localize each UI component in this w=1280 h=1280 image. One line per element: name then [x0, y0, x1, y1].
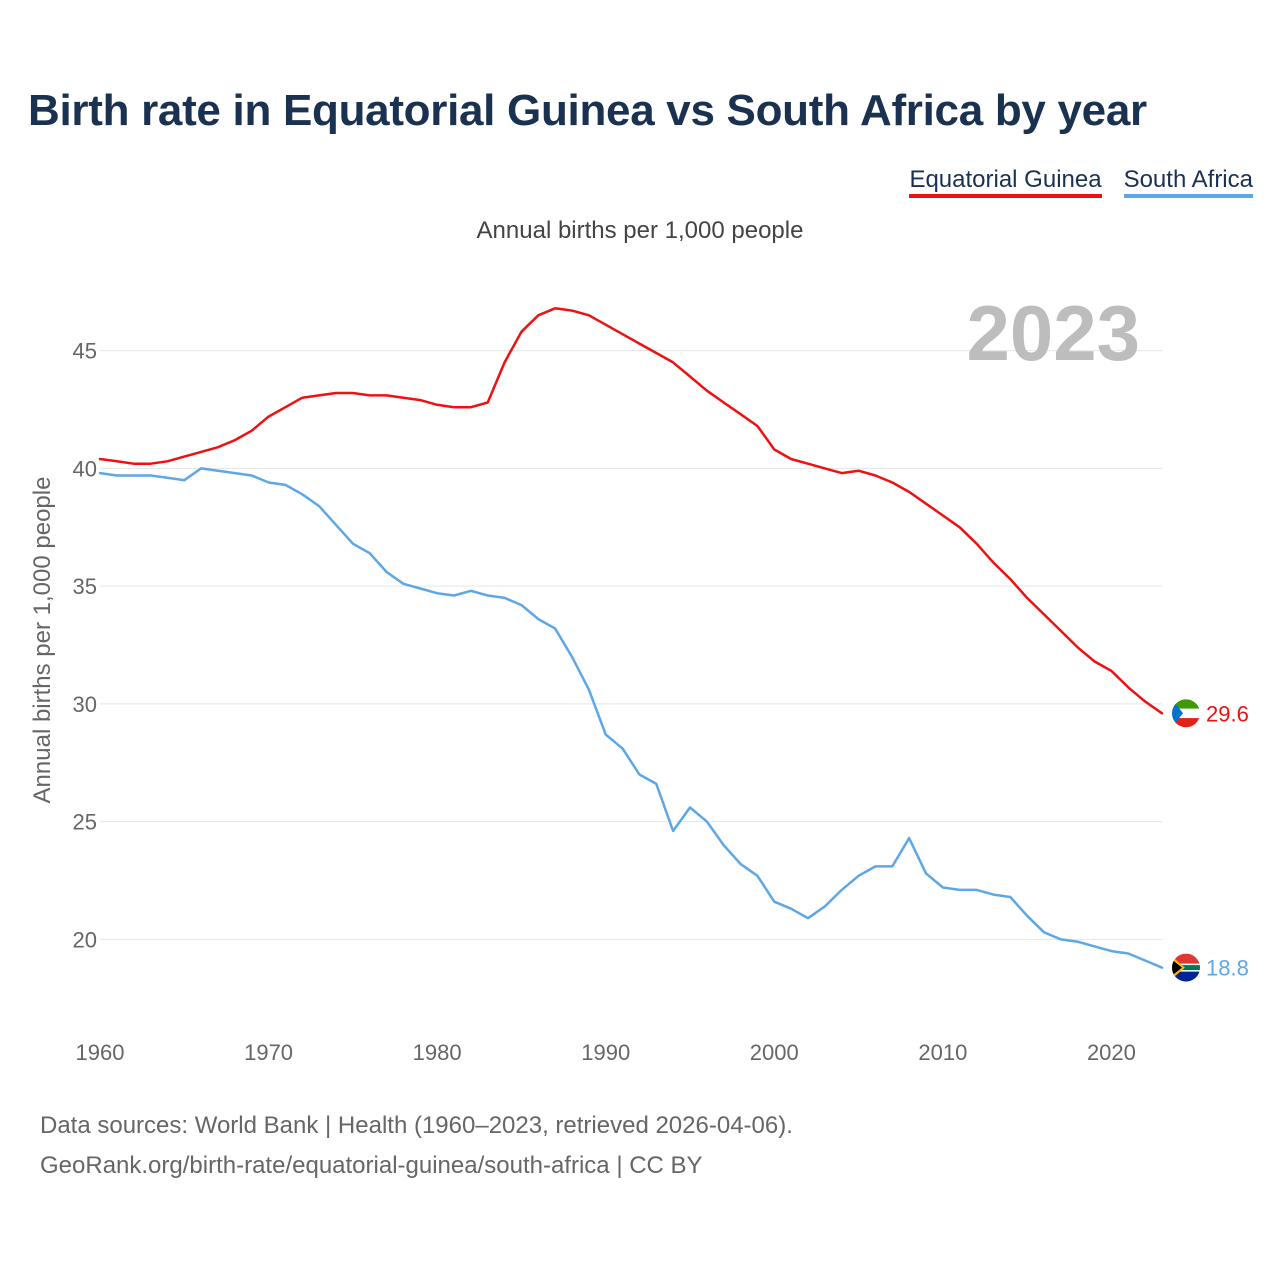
y-tick-label: 45 [73, 339, 97, 364]
x-tick-label: 1960 [76, 1040, 125, 1065]
legend-item-south-africa[interactable]: South Africa [1123, 166, 1253, 198]
source-url-text: GeoRank.org/birth-rate/equatorial-guinea… [40, 1152, 703, 1179]
y-axis-title: Annual births per 1,000 people [29, 477, 56, 804]
equatorial-guinea-flag-icon [1172, 699, 1200, 728]
x-tick-label: 2000 [750, 1040, 799, 1065]
x-tick-label: 1970 [244, 1040, 293, 1065]
south-africa-flag-icon [1172, 953, 1200, 982]
x-tick-label: 2020 [1087, 1040, 1136, 1065]
y-tick-label: 25 [73, 810, 97, 835]
series-line-equatorial-guinea [98, 307, 1164, 715]
data-sources-text: Data sources: World Bank | Health (1960–… [40, 1112, 793, 1139]
year-watermark: 2023 [966, 289, 1140, 377]
x-tick-label: 1980 [413, 1040, 462, 1065]
end-label-equatorial-guinea: 29.6 [1206, 701, 1249, 726]
legend-item-equatorial-guinea[interactable]: Equatorial Guinea [909, 166, 1102, 198]
chart-subtitle: Annual births per 1,000 people [476, 217, 804, 244]
end-label-south-africa: 18.8 [1206, 956, 1249, 981]
x-tick-label: 2010 [918, 1040, 967, 1065]
y-tick-label: 20 [73, 927, 97, 952]
y-tick-label: 30 [73, 692, 97, 717]
x-tick-label: 1990 [581, 1040, 630, 1065]
footer: Data sources: World Bank | Health (1960–… [40, 1106, 793, 1186]
legend: Equatorial Guinea South Africa [909, 166, 1253, 198]
y-tick-label: 35 [73, 574, 97, 599]
series-line-south-africa [98, 467, 1164, 969]
y-tick-label: 40 [73, 456, 97, 481]
chart-title: Birth rate in Equatorial Guinea vs South… [28, 86, 1147, 135]
